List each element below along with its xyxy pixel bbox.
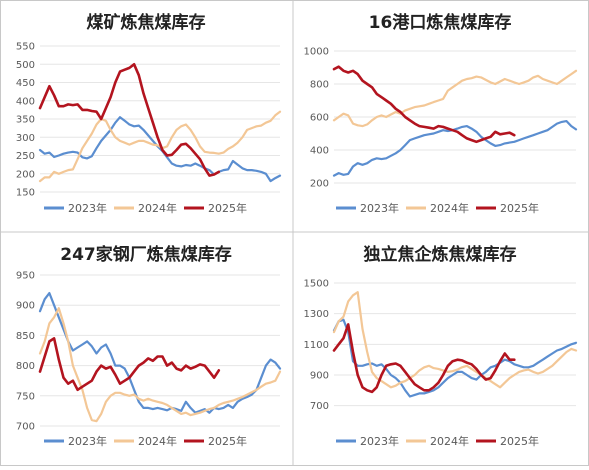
series-line-2025年	[332, 65, 516, 144]
series-line-2023年	[38, 291, 282, 414]
y-tick-label: 400	[16, 96, 35, 107]
y-tick-label: 800	[16, 361, 35, 372]
y-tick-label: 700	[310, 401, 329, 412]
y-tick-label: 1000	[304, 47, 329, 58]
legend-label: 2025年	[208, 201, 247, 215]
legend-label: 2023年	[360, 434, 399, 448]
legend-label: 2025年	[500, 434, 539, 448]
chart-panel-3: 247家钢厂炼焦煤库存 700 750 800 850 900 950 2023年 2024年 2…	[16, 244, 282, 448]
series-line-2025年	[38, 63, 221, 177]
legend-label: 2023年	[68, 201, 107, 215]
legend-label: 2025年	[208, 434, 247, 448]
legend-label: 2024年	[138, 201, 177, 215]
chart-panel-4: 独立焦企炼焦煤库存 700 900 1100 1300 1500 2023年 2024年 202…	[304, 244, 578, 448]
series-line-2025年	[38, 337, 221, 392]
y-tick-label: 250	[16, 151, 35, 162]
y-tick-label: 900	[16, 301, 35, 312]
chart-title: 16港口炼焦煤库存	[369, 12, 512, 33]
legend-label: 2025年	[500, 201, 539, 215]
series-line-2024年	[38, 307, 282, 423]
y-tick-label: 550	[16, 42, 35, 53]
series-line-2024年	[332, 69, 578, 128]
y-tick-label: 600	[310, 113, 329, 124]
y-tick-label: 750	[16, 391, 35, 402]
y-tick-label: 150	[16, 188, 35, 199]
chart-panel-2: 16港口炼焦煤库存 200 400 600 800 1000 2023年 2024年 2025年	[304, 12, 578, 215]
y-tick-label: 350	[16, 115, 35, 126]
legend-label: 2024年	[430, 201, 469, 215]
series-line-2023年	[38, 116, 282, 183]
series-line-2025年	[332, 323, 516, 394]
legend-label: 2024年	[430, 434, 469, 448]
legend-label: 2023年	[360, 201, 399, 215]
chart-title: 煤矿炼焦煤库存	[87, 12, 206, 33]
y-tick-label: 500	[16, 60, 35, 71]
y-tick-label: 900	[310, 371, 329, 382]
y-tick-label: 450	[16, 78, 35, 89]
chart-title: 独立焦企炼焦煤库存	[364, 244, 517, 265]
chart-panel-1: 煤矿炼焦煤库存 150 200 250 300 350 400 450 500 550 2023年 2…	[16, 12, 282, 215]
y-tick-label: 850	[16, 331, 35, 342]
legend-label: 2023年	[68, 434, 107, 448]
y-tick-label: 1300	[304, 309, 329, 320]
y-tick-label: 1100	[304, 340, 329, 351]
y-tick-label: 400	[310, 146, 329, 157]
y-tick-label: 200	[16, 169, 35, 180]
series-line-2023年	[332, 318, 578, 398]
chart-title: 247家钢厂炼焦煤库存	[60, 244, 232, 265]
y-tick-label: 800	[310, 80, 329, 91]
series-line-2023年	[332, 119, 578, 177]
y-tick-label: 950	[16, 271, 35, 282]
y-tick-label: 1500	[304, 279, 329, 290]
y-tick-label: 300	[16, 133, 35, 144]
y-tick-label: 700	[16, 422, 35, 433]
y-tick-label: 200	[310, 179, 329, 190]
series-line-2024年	[332, 291, 578, 389]
legend-label: 2024年	[138, 434, 177, 448]
